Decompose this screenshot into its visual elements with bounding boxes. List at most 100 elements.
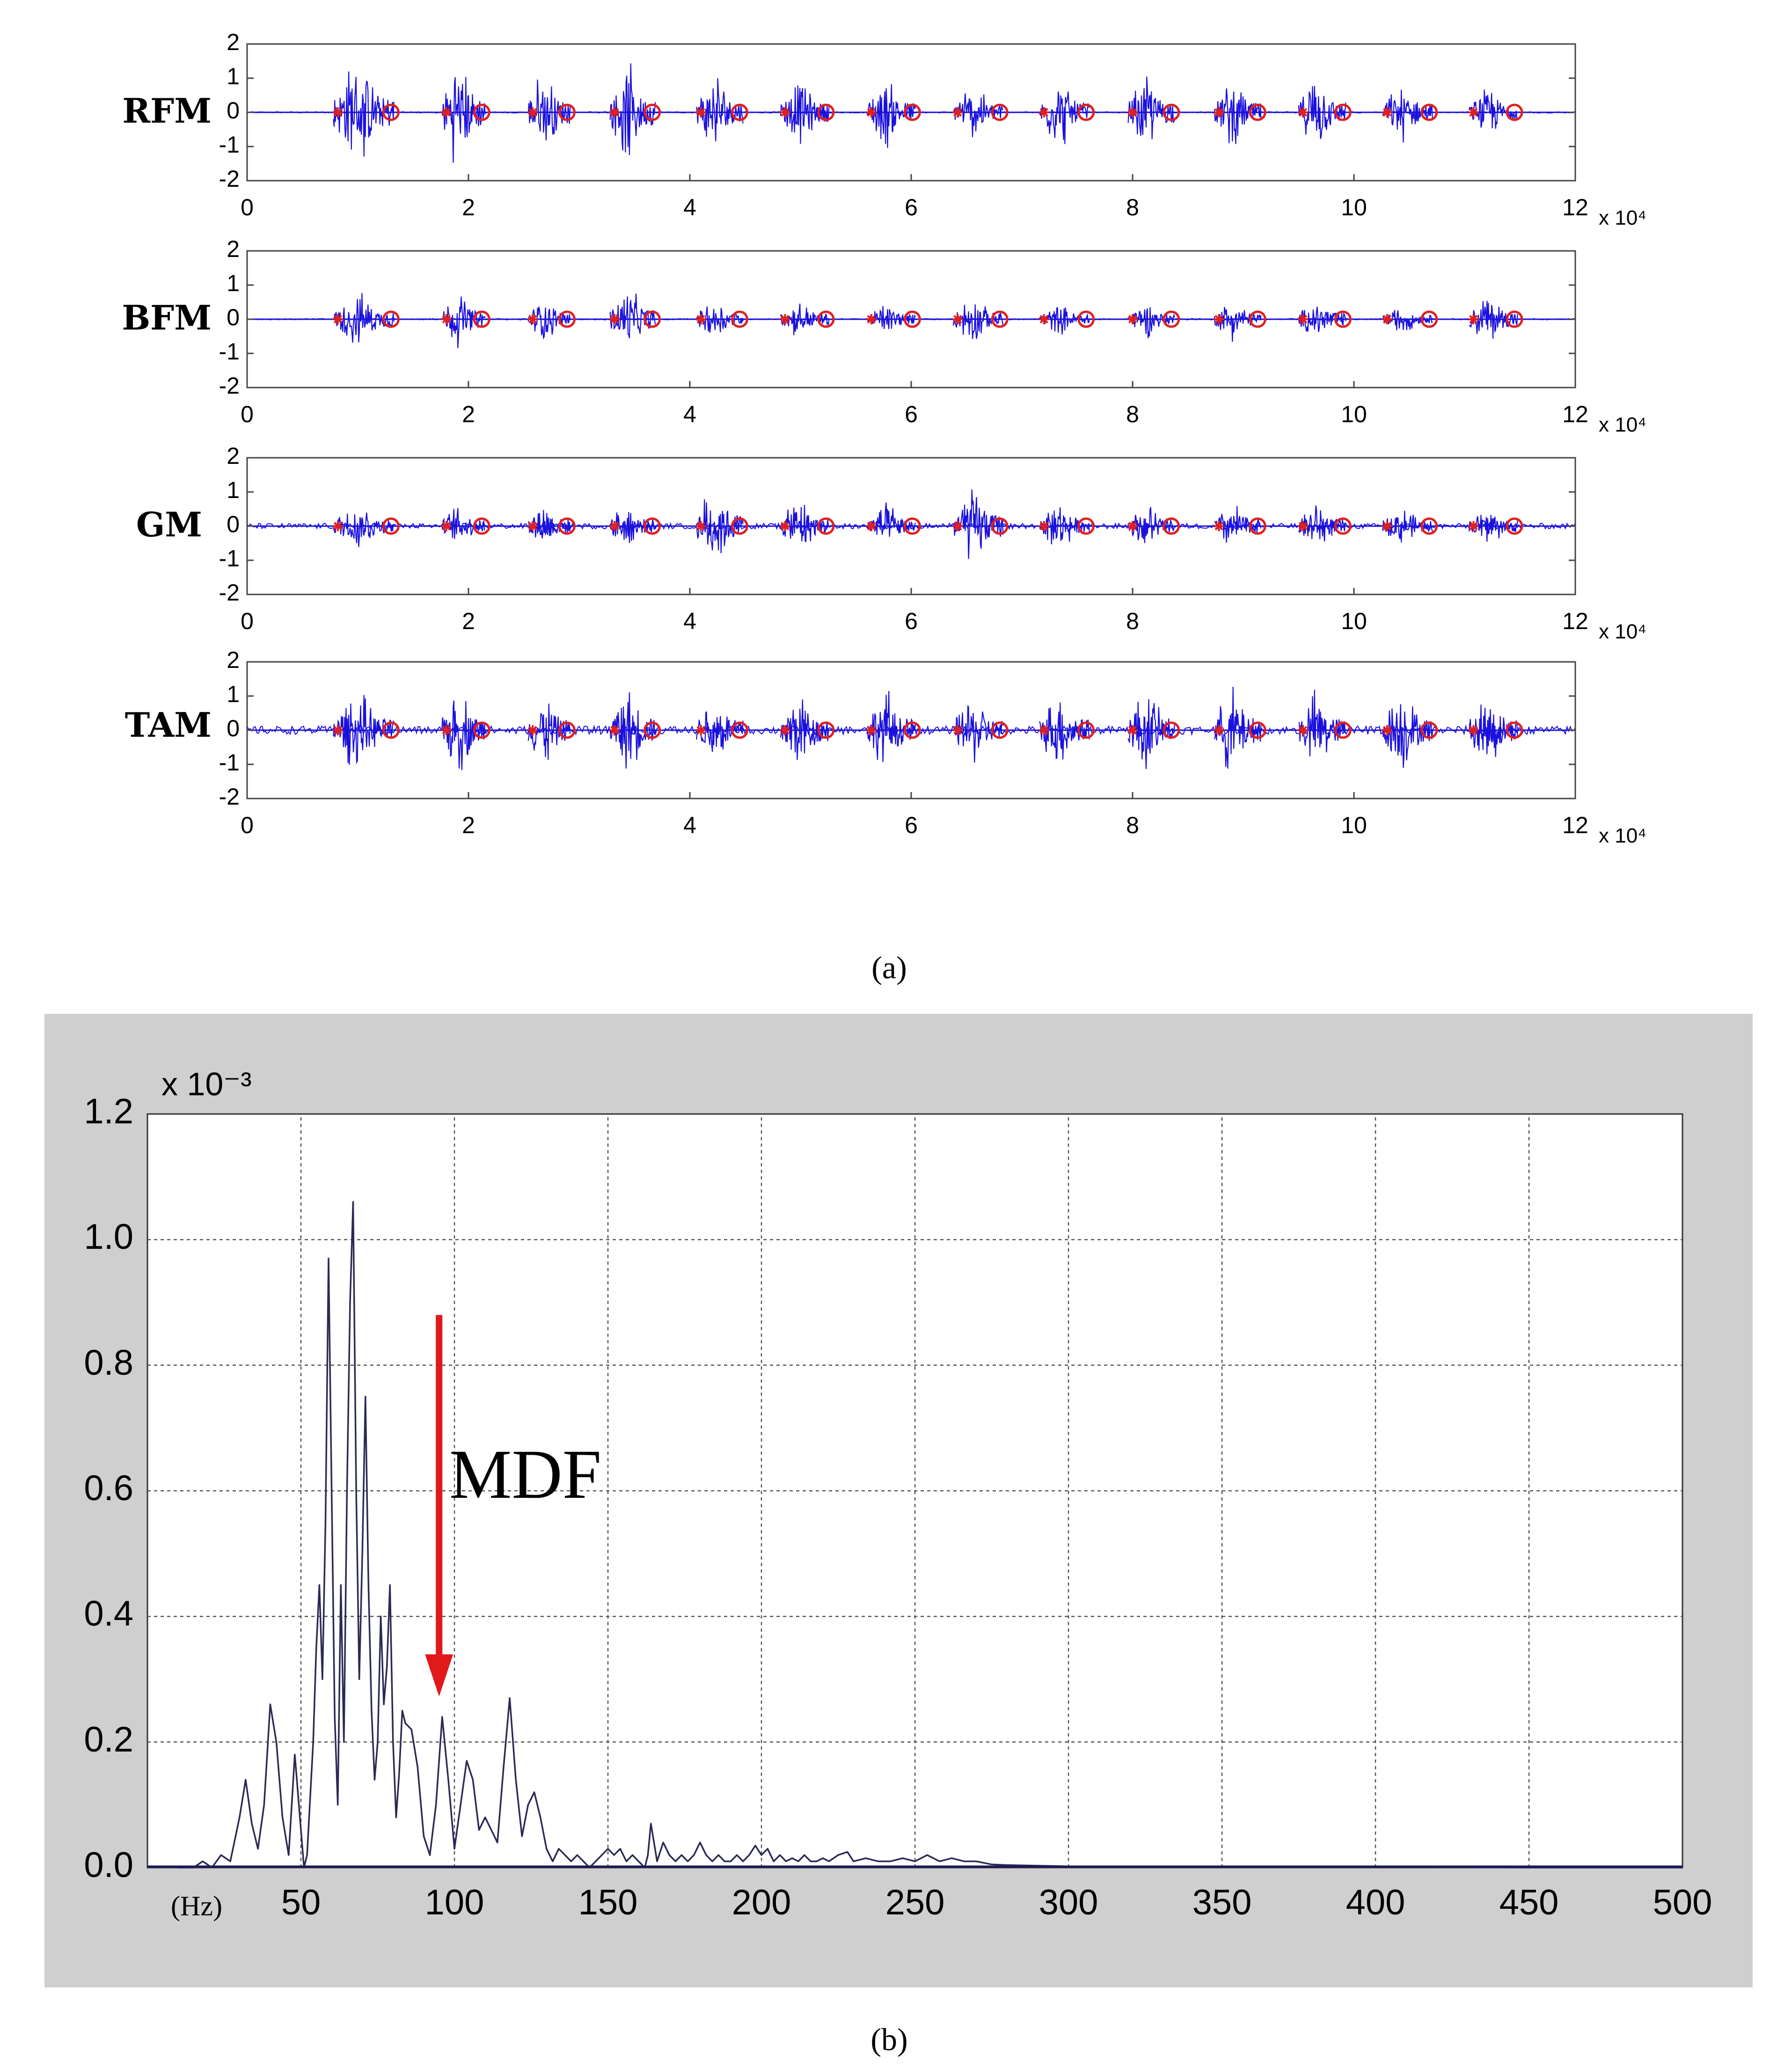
emg-x-tick-label: 6 <box>905 194 918 220</box>
emg-x-tick-label: 10 <box>1341 401 1367 427</box>
offset-marker <box>903 103 921 121</box>
mdf-label: MDF <box>449 1436 601 1513</box>
emg-x-tick-labels: 0 2 4 6 8 10 12 <box>241 401 1588 427</box>
emg-burst <box>333 293 395 343</box>
offset-marker <box>1077 517 1095 535</box>
offset-marker <box>991 310 1009 328</box>
emg-burst <box>780 699 830 760</box>
emg-x-tick-label: 0 <box>241 401 254 427</box>
emg-burst <box>1468 514 1518 542</box>
offset-marker <box>1163 310 1180 328</box>
onset-marker <box>780 314 790 324</box>
emg-burst <box>1127 307 1175 338</box>
onset-marker <box>1382 107 1392 117</box>
emg-burst <box>1298 505 1346 542</box>
onset-marker <box>695 314 706 324</box>
emg-y-tick-label: 0 <box>227 97 240 124</box>
emg-y-tick-label: 2 <box>227 236 240 262</box>
emg-x-tick-label: 4 <box>683 401 696 427</box>
offset-marker <box>903 517 921 535</box>
onset-marker <box>952 725 963 735</box>
emg-x-tick-label: 10 <box>1341 194 1367 220</box>
onset-marker <box>695 107 706 117</box>
offset-marker <box>558 310 576 328</box>
offset-marker <box>1334 103 1352 121</box>
offset-marker <box>1506 310 1523 328</box>
onset-marker <box>1382 314 1392 324</box>
offset-marker <box>731 721 748 739</box>
offset-marker <box>1506 103 1523 121</box>
onset-marker <box>527 521 538 531</box>
emg-burst <box>609 63 656 155</box>
spectrum-y-tick-label: 0.8 <box>84 1343 133 1383</box>
onset-marker <box>1468 314 1479 324</box>
offset-marker <box>473 103 490 121</box>
offset-marker <box>1420 310 1438 328</box>
emg-burst <box>867 502 916 537</box>
emg-x-multiplier: x 10⁴ <box>1599 413 1646 436</box>
spectrum-x-tick-label: 350 <box>1192 1883 1252 1922</box>
emg-burst <box>441 77 486 163</box>
offset-marker <box>991 103 1009 121</box>
emg-burst <box>1214 687 1262 769</box>
emg-x-tick-label: 8 <box>1126 194 1139 220</box>
emg-x-tick-label: 8 <box>1126 812 1139 838</box>
emg-burst <box>609 692 656 769</box>
spectrum-x-axis-label: (Hz) <box>171 1891 222 1921</box>
onset-marker <box>1298 521 1309 531</box>
emg-muscle-label: RFM <box>122 91 212 131</box>
emg-signal-bfm <box>246 250 1576 388</box>
onset-marker <box>527 107 538 117</box>
spectrum-curve-group <box>147 1201 1682 1869</box>
spectrum-x-tick-label: 50 <box>281 1883 321 1922</box>
onset-marker <box>332 521 343 531</box>
emg-x-tick-label: 4 <box>683 608 696 634</box>
onset-marker <box>1214 314 1224 324</box>
onset-marker <box>1214 521 1224 531</box>
onset-marker <box>1468 725 1479 735</box>
spectrum-y-tick-label: 0.2 <box>84 1720 133 1759</box>
emg-x-tick-label: 10 <box>1341 608 1367 634</box>
onset-marker <box>1468 107 1479 117</box>
emg-muscle-label: TAM <box>125 705 212 745</box>
onset-marker <box>441 107 452 117</box>
emg-x-tick-label: 0 <box>241 812 254 838</box>
emg-y-tick-label: -2 <box>219 579 240 606</box>
emg-x-tick-labels: 0 2 4 6 8 10 12 <box>241 608 1588 634</box>
emg-burst <box>1039 91 1090 144</box>
offset-marker <box>644 517 661 535</box>
spectrum-y-tick-label: 1.0 <box>84 1217 133 1257</box>
onset-marker <box>609 107 620 117</box>
emg-burst <box>952 489 1004 559</box>
onset-marker <box>780 107 790 117</box>
emg-muscle-label: BFM <box>122 298 212 337</box>
emg-burst <box>1039 307 1090 335</box>
emg-burst <box>333 512 395 547</box>
spectrum-x-tick-label: 500 <box>1653 1883 1712 1922</box>
emg-y-tick-label: 2 <box>227 443 240 469</box>
offset-marker <box>817 310 835 328</box>
emg-burst <box>953 705 1004 763</box>
offset-marker <box>1334 721 1352 739</box>
emg-x-tick-label: 4 <box>683 194 696 220</box>
onset-marker <box>1127 521 1138 531</box>
onset-marker <box>1298 314 1309 324</box>
offset-marker <box>1077 103 1095 121</box>
emg-subplot-bfm: BFM 2 1 0 -1 -2 0 2 4 6 8 10 12 x 10⁴ <box>122 236 1646 436</box>
spectrum-curve <box>178 1201 1682 1869</box>
offset-marker <box>1249 103 1266 121</box>
emg-burst <box>1214 88 1262 144</box>
offset-marker <box>731 103 748 121</box>
onset-marker <box>1214 725 1224 735</box>
offset-marker <box>473 517 490 535</box>
spectrum-x-tick-label: 100 <box>425 1883 484 1922</box>
emg-burst <box>1298 689 1346 756</box>
onset-marker <box>1127 725 1138 735</box>
offset-marker <box>1163 517 1180 535</box>
mdf-annotation: MDF <box>425 1315 601 1697</box>
emg-x-tick-label: 12 <box>1562 401 1588 427</box>
offset-marker <box>382 310 400 328</box>
emg-x-tick-label: 6 <box>905 608 918 634</box>
onset-marker <box>1382 725 1392 735</box>
emg-x-multiplier: x 10⁴ <box>1599 824 1646 847</box>
